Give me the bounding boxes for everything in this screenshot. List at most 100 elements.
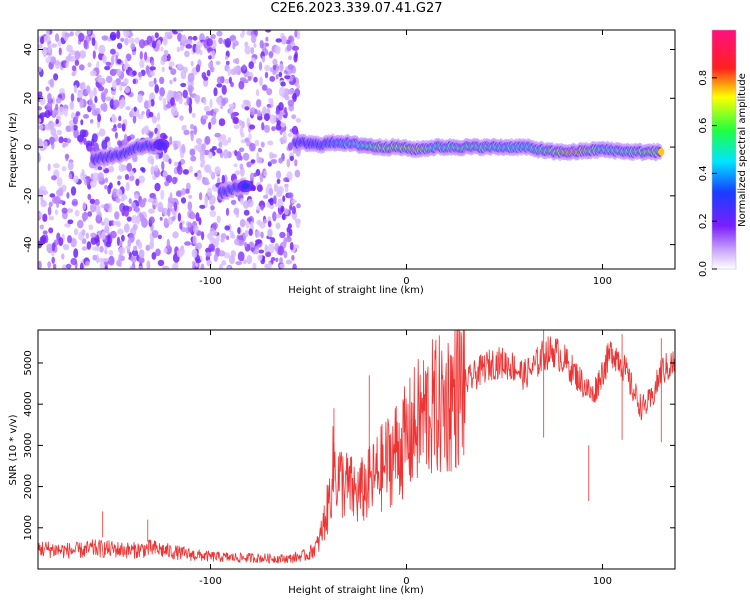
noise-cell — [100, 104, 104, 111]
colorbar-gradient — [712, 30, 736, 269]
x-tick-label: 0 — [403, 276, 409, 287]
noise-cell — [65, 125, 72, 132]
noise-cell — [269, 197, 274, 206]
noise-cell — [58, 187, 64, 197]
signal-core — [658, 147, 665, 156]
noise-cell — [223, 252, 231, 259]
noise-cell — [94, 96, 98, 103]
noise-cell — [157, 201, 164, 212]
noise-cell — [194, 172, 198, 177]
noise-cell — [62, 244, 70, 251]
colorbar-label: Normalized spectral amplitude — [737, 73, 748, 227]
noise-cell — [39, 112, 47, 118]
noise-cell — [148, 80, 155, 88]
noise-cell — [287, 132, 293, 138]
noise-cell — [208, 169, 213, 175]
noise-cell — [144, 100, 149, 110]
noise-cell — [292, 92, 297, 102]
noise-cell — [195, 138, 203, 145]
noise-cell — [209, 210, 217, 218]
noise-cell — [97, 113, 102, 123]
noise-cell — [192, 235, 197, 245]
noise-cell — [110, 55, 115, 66]
noise-cell — [286, 158, 291, 168]
noise-cell — [176, 46, 181, 53]
noise-cell — [264, 64, 271, 72]
noise-cell — [224, 38, 232, 48]
noise-cell — [173, 143, 178, 151]
noise-cell — [292, 263, 297, 269]
noise-cell — [70, 124, 74, 133]
noise-cell — [41, 46, 48, 56]
noise-cell — [104, 65, 111, 71]
noise-cell — [127, 238, 132, 247]
noise-cell — [99, 246, 104, 253]
noise-cell — [269, 75, 276, 82]
noise-cell — [97, 77, 103, 83]
noise-cell — [238, 119, 243, 127]
y-tick-label: 1000 — [23, 515, 34, 540]
noise-cell — [249, 142, 256, 152]
noise-cell — [190, 60, 194, 67]
noise-cell — [287, 64, 294, 70]
noise-cell — [151, 115, 158, 124]
noise-cell — [49, 193, 56, 198]
noise-cell — [176, 165, 181, 172]
noise-cell — [172, 263, 177, 269]
noise-cell — [161, 161, 165, 171]
noise-cell — [215, 60, 221, 65]
noise-cell — [121, 123, 126, 132]
noise-cell — [172, 231, 179, 239]
noise-cell — [73, 84, 78, 94]
noise-cell — [104, 177, 109, 183]
noise-cell — [198, 217, 202, 226]
noise-cell — [152, 204, 156, 210]
noise-cell — [207, 232, 213, 240]
noise-cell — [201, 231, 205, 241]
noise-cell — [193, 125, 197, 135]
noise-cell — [105, 96, 112, 102]
noise-cell — [218, 141, 223, 148]
noise-cell — [295, 118, 301, 123]
noise-cell — [139, 59, 145, 68]
noise-cell — [227, 67, 231, 76]
noise-cell — [112, 80, 117, 90]
noise-cell — [67, 235, 72, 244]
noise-cell — [137, 241, 143, 250]
noise-cell — [208, 243, 215, 252]
noise-cell — [277, 187, 283, 196]
noise-cell — [213, 87, 218, 97]
noise-cell — [257, 254, 263, 261]
noise-cell — [188, 165, 194, 173]
noise-cell — [229, 35, 237, 41]
noise-cell — [214, 132, 221, 138]
noise-cell — [291, 114, 297, 120]
noise-cell — [228, 255, 236, 265]
noise-cell — [77, 134, 84, 143]
noise-cell — [48, 216, 55, 221]
noise-cell — [56, 129, 63, 136]
snr-series — [38, 330, 675, 564]
noise-cell — [115, 220, 121, 226]
noise-cell — [166, 174, 173, 184]
noise-cell — [123, 78, 129, 85]
noise-cell — [208, 121, 212, 130]
noise-cell — [145, 244, 151, 251]
noise-cell — [225, 207, 230, 216]
noise-cell — [236, 151, 242, 161]
noise-cell — [200, 263, 205, 269]
noise-cell — [81, 212, 89, 221]
noise-cell — [256, 205, 261, 211]
noise-cell — [161, 66, 165, 73]
noise-cell — [182, 89, 188, 99]
noise-cell — [272, 69, 277, 75]
noise-cell — [269, 114, 276, 124]
noise-cell — [99, 262, 105, 269]
noise-cell — [277, 245, 284, 256]
noise-cell — [254, 108, 258, 115]
noise-cell — [255, 89, 260, 97]
noise-cell — [138, 249, 145, 259]
noise-cell — [271, 126, 276, 132]
